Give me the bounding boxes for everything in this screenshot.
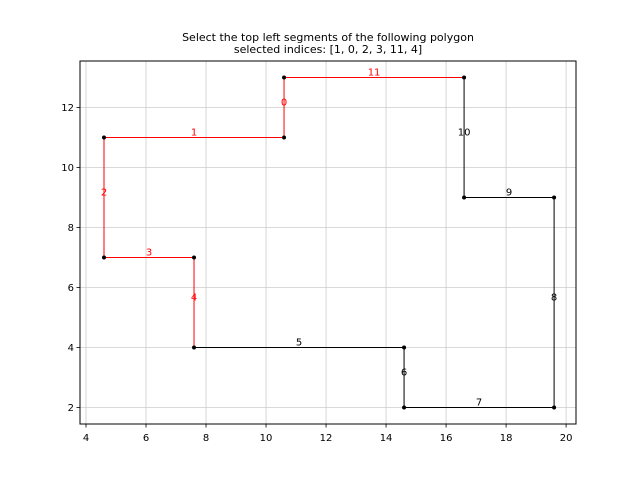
y-tick-label: 4: [68, 343, 74, 354]
segment-label-11: 11: [368, 68, 381, 79]
x-axis-ticks: 4 6 8 10 12 14 16 18 20: [83, 424, 573, 444]
vertex-point: [102, 135, 107, 140]
y-axis-ticks: 2 4 6 8 10 12: [61, 103, 80, 414]
vertex-point: [282, 75, 287, 80]
vertex-point: [192, 345, 197, 350]
x-tick-label: 10: [260, 433, 273, 444]
grid-lines: [80, 61, 576, 424]
x-tick-label: 6: [143, 433, 149, 444]
chart-subtitle: selected indices: [1, 0, 2, 3, 11, 4]: [234, 43, 422, 56]
vertex-point: [102, 255, 107, 260]
segment-label-6: 6: [401, 368, 407, 379]
segment-label-5: 5: [296, 338, 302, 349]
x-tick-label: 16: [440, 433, 453, 444]
segment-label-4: 4: [191, 293, 197, 304]
segment-label-3: 3: [146, 248, 152, 259]
segment-label-7: 7: [476, 398, 482, 409]
chart-title: Select the top left segments of the foll…: [182, 31, 474, 44]
segment-label-9: 9: [506, 188, 512, 199]
polygon-vertices: [102, 75, 557, 410]
vertex-point: [462, 195, 467, 200]
vertex-point: [462, 75, 467, 80]
y-tick-label: 2: [68, 403, 74, 414]
segment-label-8: 8: [551, 293, 557, 304]
segment-label-2: 2: [101, 188, 107, 199]
x-tick-label: 18: [500, 433, 513, 444]
x-tick-label: 8: [203, 433, 209, 444]
segment-label-0: 0: [281, 98, 287, 109]
segment-labels: 0 1 2 3 4 5 6 7 8 9 10 11: [101, 68, 557, 409]
x-tick-label: 20: [560, 433, 573, 444]
x-tick-label: 4: [83, 433, 89, 444]
y-tick-label: 10: [61, 163, 74, 174]
x-tick-label: 12: [320, 433, 333, 444]
plot-area-frame: [79, 60, 577, 425]
y-tick-label: 12: [61, 103, 74, 114]
vertex-point: [402, 405, 407, 410]
x-tick-label: 14: [380, 433, 393, 444]
vertex-point: [552, 405, 557, 410]
segment-label-10: 10: [458, 128, 471, 139]
vertex-point: [282, 135, 287, 140]
polygon-segments: [103, 77, 555, 408]
vertex-point: [552, 195, 557, 200]
y-tick-label: 6: [68, 283, 74, 294]
vertex-point: [402, 345, 407, 350]
vertex-point: [192, 255, 197, 260]
segment-label-1: 1: [191, 128, 197, 139]
y-tick-label: 8: [68, 223, 74, 234]
